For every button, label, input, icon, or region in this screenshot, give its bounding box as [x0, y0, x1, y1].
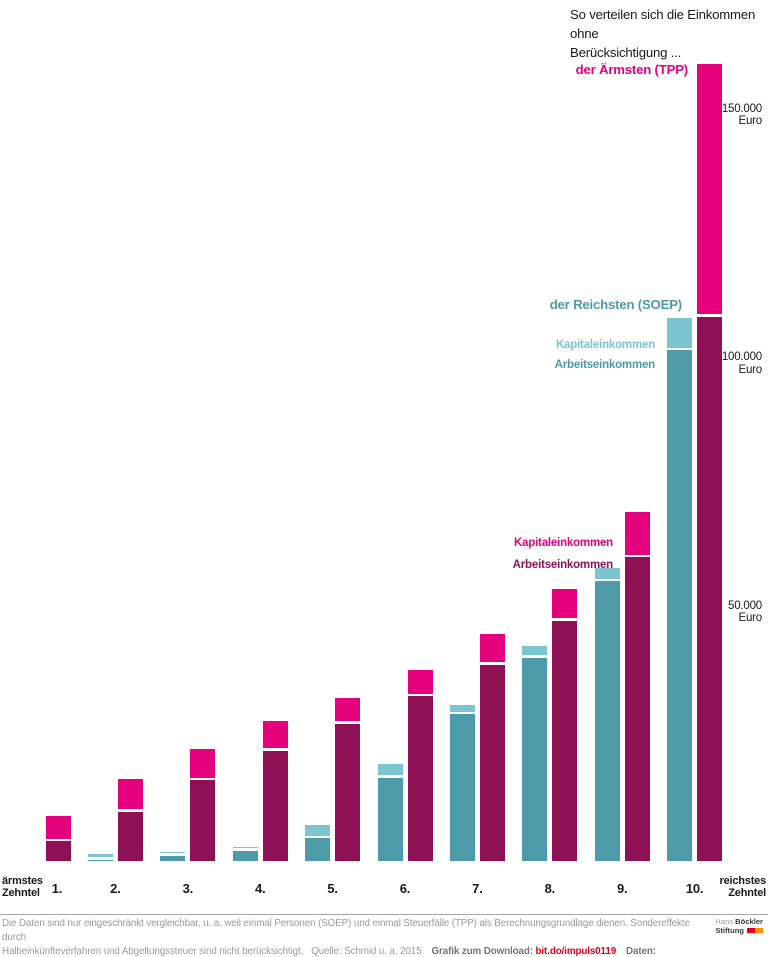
- logo-line1: Hans Böckler: [715, 917, 763, 927]
- chart-title-line2: Berücksichtigung ...: [570, 45, 682, 60]
- bar-soep-kapitaleinkommen-decile-9: [594, 568, 620, 579]
- footer-data-label: Daten:: [626, 945, 656, 957]
- x-axis-right-label-line2: Zehntel: [728, 886, 766, 899]
- bar-tpp-arbeitseinkommen-decile-3: [190, 780, 216, 861]
- logo-line2: Stiftung: [715, 925, 763, 936]
- chart-title-line1: So verteilen sich die Einkommen ohne: [570, 7, 756, 41]
- bar-tpp-kapitaleinkommen-decile-9: [624, 511, 650, 555]
- x-axis-tick-decile-1: 1.: [51, 881, 63, 896]
- bar-soep-arbeitseinkommen-decile-5: [305, 838, 331, 861]
- x-axis-tick-decile-10: 10.: [685, 881, 704, 896]
- bar-tpp-arbeitseinkommen-decile-1: [45, 841, 71, 861]
- bar-soep-arbeitseinkommen-decile-9: [594, 581, 620, 861]
- bar-tpp-kapitaleinkommen-decile-8: [552, 588, 578, 619]
- tpp-legend: Kapitaleinkommen Arbeitseinkommen: [512, 532, 614, 576]
- footer-note-line1: Die Daten sind nur eingeschränkt verglei…: [2, 918, 690, 943]
- bar-soep-kapitaleinkommen-decile-3: [160, 851, 186, 854]
- footer-download-link[interactable]: bit.do/impuls0119: [535, 945, 617, 957]
- bar-soep-arbeitseinkommen-decile-8: [522, 657, 548, 861]
- logo-stiftung-text: Stiftung: [715, 925, 744, 935]
- bar-soep-kapitaleinkommen-decile-4: [232, 846, 258, 849]
- footer-download-label: Grafik zum Download:: [431, 945, 533, 957]
- bar-tpp-kapitaleinkommen-decile-2: [117, 779, 143, 810]
- x-axis-tick-decile-7: 7.: [472, 881, 483, 896]
- soep-legend-arbeitseinkommen: Arbeitseinkommen: [554, 358, 656, 371]
- bar-soep-arbeitseinkommen-decile-4: [232, 850, 258, 861]
- x-axis-tick-decile-4: 4.: [254, 881, 266, 896]
- logo-name-light: Hans: [715, 917, 734, 926]
- bar-soep-arbeitseinkommen-decile-2: [87, 859, 113, 861]
- bar-tpp-arbeitseinkommen-decile-4: [262, 750, 288, 861]
- bar-soep-kapitaleinkommen-decile-2: [87, 854, 113, 857]
- soep-legend: Kapitaleinkommen Arbeitseinkommen: [554, 336, 656, 375]
- footer-note-line2-text: Halbeinkünfteverfahren und Abgeltungsste…: [2, 945, 304, 957]
- x-axis-tick-decile-8: 8.: [544, 881, 556, 896]
- bar-tpp-arbeitseinkommen-decile-5: [335, 723, 361, 861]
- x-axis-tick-decile-9: 9.: [616, 881, 628, 896]
- bar-soep-arbeitseinkommen-decile-10: [667, 350, 693, 861]
- bar-tpp-arbeitseinkommen-decile-9: [624, 557, 650, 861]
- bar-soep-arbeitseinkommen-decile-6: [377, 778, 403, 861]
- bar-tpp-kapitaleinkommen-decile-4: [262, 720, 288, 749]
- bar-tpp-arbeitseinkommen-decile-8: [552, 620, 578, 861]
- bar-tpp-kapitaleinkommen-decile-7: [479, 634, 505, 663]
- bar-soep-arbeitseinkommen-decile-7: [449, 714, 475, 861]
- tpp-legend-kapitaleinkommen: Kapitaleinkommen: [513, 537, 613, 549]
- x-axis-right-label: reichstes Zehntel: [719, 875, 766, 899]
- footer-source: Quelle: Schmid u. a. 2015: [311, 945, 422, 957]
- soep-group-label: der Reichsten (SOEP): [549, 297, 683, 312]
- x-axis-left-label: ärmstes Zehntel: [2, 875, 43, 899]
- bar-soep-kapitaleinkommen-decile-8: [522, 646, 548, 656]
- x-axis-tick-decile-6: 6.: [399, 881, 411, 896]
- bar-soep-kapitaleinkommen-decile-6: [377, 764, 403, 776]
- footer-note-line2: Halbeinkünfteverfahren und Abgeltungsste…: [2, 945, 708, 957]
- bar-tpp-arbeitseinkommen-decile-6: [407, 696, 433, 861]
- x-axis-left-label-line1: ärmstes: [2, 875, 43, 887]
- bar-tpp-arbeitseinkommen-decile-2: [117, 811, 143, 861]
- bar-tpp-arbeitseinkommen-decile-7: [479, 664, 505, 861]
- logo-flag-icon: [747, 927, 763, 936]
- bar-tpp-kapitaleinkommen-decile-10: [697, 63, 723, 315]
- bar-tpp-arbeitseinkommen-decile-10: [697, 316, 723, 861]
- x-axis-tick-decile-5: 5.: [327, 881, 338, 896]
- x-axis-right-label-line1: reichstes: [719, 875, 766, 887]
- x-axis-left-label-line2: Zehntel: [2, 886, 40, 899]
- soep-legend-kapitaleinkommen: Kapitaleinkommen: [555, 339, 655, 351]
- footer-divider: [0, 914, 768, 915]
- footer-note: Die Daten sind nur eingeschränkt verglei…: [2, 917, 708, 957]
- bar-soep-kapitaleinkommen-decile-7: [449, 705, 475, 712]
- y-axis-tick-50000: 50.000 Euro: [728, 599, 762, 625]
- logo-name-bold: Böckler: [735, 917, 763, 926]
- bar-tpp-kapitaleinkommen-decile-3: [190, 749, 216, 778]
- bar-tpp-kapitaleinkommen-decile-6: [407, 670, 433, 694]
- bar-soep-kapitaleinkommen-decile-5: [305, 824, 331, 836]
- tpp-legend-arbeitseinkommen: Arbeitseinkommen: [512, 559, 614, 571]
- bar-soep-arbeitseinkommen-decile-3: [160, 855, 186, 861]
- hans-boeckler-stiftung-logo: Hans Böckler Stiftung: [715, 917, 763, 936]
- x-axis-tick-decile-2: 2.: [110, 881, 121, 896]
- chart-title: So verteilen sich die Einkommen ohne Ber…: [570, 5, 768, 62]
- y-axis-tick-100000: 100.000 Euro: [721, 351, 762, 376]
- y-axis-tick-150000: 150.000 Euro: [721, 102, 762, 128]
- bar-soep-kapitaleinkommen-decile-10: [667, 317, 693, 348]
- bar-tpp-kapitaleinkommen-decile-5: [335, 698, 361, 722]
- tpp-group-label: der Ärmsten (TPP): [575, 62, 689, 77]
- bar-tpp-kapitaleinkommen-decile-1: [45, 815, 71, 839]
- x-axis-tick-decile-3: 3.: [182, 881, 194, 896]
